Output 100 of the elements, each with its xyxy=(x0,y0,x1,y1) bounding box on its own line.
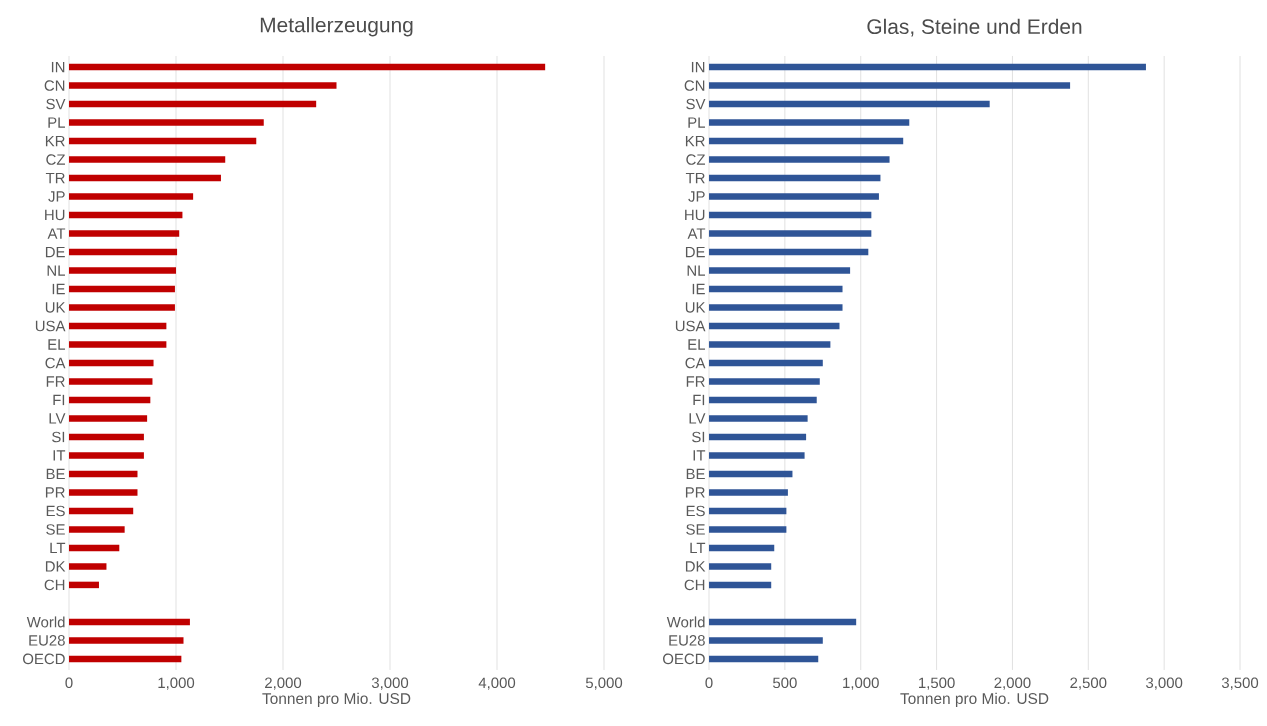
x-axis-title: Tonnen pro Mio. USD xyxy=(262,692,411,708)
bar xyxy=(69,489,138,496)
bar xyxy=(69,304,175,311)
x-tick-label: 1,000 xyxy=(843,677,879,690)
y-tick-label: ES xyxy=(686,505,705,517)
x-tick-label: 3,000 xyxy=(371,677,409,690)
bar xyxy=(69,230,180,237)
x-tick-label: 2,000 xyxy=(994,677,1031,690)
bar xyxy=(69,470,138,478)
y-tick-label: FI xyxy=(53,394,65,406)
bar xyxy=(709,341,831,348)
y-tick-label: SE xyxy=(686,524,705,535)
y-tick-label: SV xyxy=(46,98,66,110)
y-tick-label: OECD xyxy=(663,653,705,665)
y-tick-label: ES xyxy=(46,505,65,517)
y-tick-label: CN xyxy=(684,80,705,91)
bar xyxy=(709,378,820,385)
y-tick-label: TR xyxy=(45,172,65,184)
bar xyxy=(709,359,823,367)
bar xyxy=(709,452,805,459)
y-tick-label: EU28 xyxy=(29,635,65,646)
y-tick-label: IN xyxy=(691,61,705,73)
bar xyxy=(709,526,787,533)
bar xyxy=(709,82,1071,89)
y-tick-label: USA xyxy=(35,320,66,332)
bar xyxy=(69,526,125,533)
bar xyxy=(709,396,817,404)
x-tick-label: 0 xyxy=(65,677,73,689)
bar xyxy=(709,230,872,237)
x-tick-label: 5,000 xyxy=(585,677,623,690)
y-tick-label: DK xyxy=(685,561,706,572)
y-tick-label: CH xyxy=(684,579,705,591)
y-tick-label: CZ xyxy=(46,154,66,165)
y-tick-label: BE xyxy=(46,468,65,480)
bar xyxy=(709,100,990,108)
y-tick-label: OECD xyxy=(23,653,65,665)
y-tick-label: PL xyxy=(688,117,705,128)
x-tick-label: 3,500 xyxy=(1221,677,1259,690)
y-tick-label: IE xyxy=(52,283,65,295)
y-tick-label: HU xyxy=(45,209,65,221)
y-tick-label: PL xyxy=(48,117,65,128)
y-tick-label: SI xyxy=(52,431,65,443)
bar xyxy=(709,267,851,274)
y-tick-label: World xyxy=(26,616,65,628)
y-tick-label: PR xyxy=(685,487,705,498)
bar xyxy=(69,100,317,108)
y-tick-label: SE xyxy=(46,524,65,535)
y-tick-label: CN xyxy=(44,80,65,91)
x-tick-label: 2,000 xyxy=(265,677,302,690)
bar xyxy=(709,174,881,182)
y-tick-label: HU xyxy=(685,209,705,221)
bar xyxy=(69,359,154,367)
y-tick-label: IT xyxy=(53,450,66,461)
bar xyxy=(69,563,107,570)
bar xyxy=(69,193,194,200)
y-tick-label: PR xyxy=(45,487,65,498)
bar xyxy=(709,544,775,552)
bar xyxy=(709,637,823,644)
y-tick-label: EL xyxy=(48,339,65,350)
x-tick-label: 3,000 xyxy=(1146,677,1183,690)
x-tick-label: 1,000 xyxy=(158,677,195,690)
bar xyxy=(69,378,153,385)
x-tick-label: 2,500 xyxy=(1070,677,1107,690)
bar xyxy=(709,433,807,441)
y-tick-label: DK xyxy=(45,561,66,572)
bar xyxy=(69,322,167,330)
y-tick-label: USA xyxy=(675,320,706,332)
bar xyxy=(709,489,788,496)
bar xyxy=(69,63,546,71)
bar xyxy=(709,563,772,570)
bar xyxy=(69,544,120,552)
bar xyxy=(709,655,819,663)
y-tick-label: EL xyxy=(688,339,705,350)
y-tick-label: IT xyxy=(693,450,706,461)
bar xyxy=(709,507,787,515)
bar xyxy=(709,581,772,589)
y-tick-label: UK xyxy=(685,302,706,313)
bar xyxy=(69,581,99,589)
bar xyxy=(69,507,134,515)
y-tick-label: LT xyxy=(690,542,706,554)
bar xyxy=(69,82,337,89)
bar xyxy=(69,396,151,404)
y-tick-label: KR xyxy=(45,135,65,147)
bar xyxy=(69,452,144,459)
y-tick-label: LV xyxy=(689,413,706,424)
y-tick-label: JP xyxy=(688,191,705,202)
y-tick-label: LT xyxy=(50,542,66,554)
bar xyxy=(69,267,177,274)
bar xyxy=(709,137,904,145)
bar xyxy=(69,285,175,293)
y-tick-label: JP xyxy=(48,191,65,202)
chart-title: Metallerzeugung xyxy=(260,16,413,37)
bar xyxy=(709,156,890,163)
y-tick-label: FI xyxy=(693,394,705,406)
bar xyxy=(709,470,793,478)
y-tick-label: FR xyxy=(686,376,705,387)
x-tick-label: 500 xyxy=(773,677,797,689)
x-tick-label: 0 xyxy=(705,677,713,689)
bar xyxy=(709,322,840,330)
bar xyxy=(709,63,1146,71)
